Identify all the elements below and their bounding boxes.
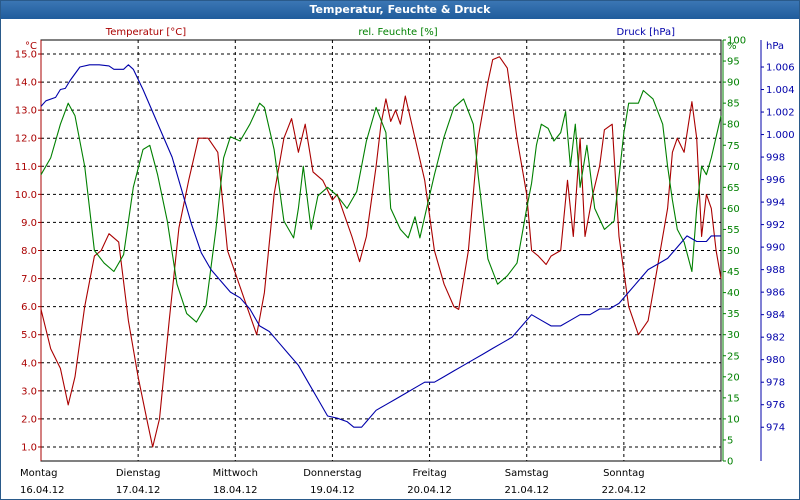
x-date-label: 18.04.12: [213, 485, 258, 496]
x-date-label: 16.04.12: [20, 485, 65, 496]
pressure-tick-label: 974: [766, 423, 785, 434]
pressure-tick-label: 1.004: [766, 85, 795, 96]
temperature-tick-label: 15.0: [15, 50, 37, 61]
x-day-label: Sonntag: [603, 468, 645, 479]
pressure-tick-label: 1.000: [766, 130, 795, 141]
pressure-tick-label: 992: [766, 220, 785, 231]
humidity-tick-label: 0: [727, 457, 733, 468]
temperature-tick-label: 2.0: [21, 414, 37, 425]
humidity-tick-label: 95: [727, 57, 740, 68]
humidity-tick-label: 20: [727, 372, 740, 383]
series-line-humidity: [40, 89, 722, 323]
pressure-tick-label: 982: [766, 333, 785, 344]
temperature-tick-label: 11.0: [15, 162, 37, 173]
temperature-tick-label: 8.0: [21, 246, 37, 257]
humidity-tick-label: 30: [727, 330, 740, 341]
humidity-tick-label: 85: [727, 99, 740, 110]
temperature-tick-label: 13.0: [15, 106, 37, 117]
humidity-tick-label: 10: [727, 414, 740, 425]
x-day-label: Dienstag: [116, 468, 161, 479]
x-day-label: Donnerstag: [303, 468, 361, 479]
humidity-tick-label: 100: [727, 36, 746, 47]
pressure-tick-label: 986: [766, 288, 785, 299]
pressure-tick-label: 978: [766, 378, 785, 389]
x-day-label: Samstag: [505, 468, 549, 479]
x-date-label: 20.04.12: [407, 485, 452, 496]
pressure-tick-label: 990: [766, 243, 785, 254]
series-line-temperature: [40, 56, 722, 448]
x-date-label: 17.04.12: [116, 485, 161, 496]
x-day-label: Freitag: [412, 468, 446, 479]
pressure-tick-label: 988: [766, 265, 785, 276]
humidity-tick-label: 55: [727, 225, 740, 236]
humidity-tick-label: 80: [727, 120, 740, 131]
x-day-label: Mittwoch: [213, 468, 258, 479]
x-day-label: Montag: [20, 468, 57, 479]
pressure-tick-label: 996: [766, 175, 785, 186]
pressure-tick-label: 980: [766, 355, 785, 366]
humidity-tick-label: 15: [727, 393, 740, 404]
x-date-label: 22.04.12: [602, 485, 647, 496]
temperature-tick-label: 4.0: [21, 358, 37, 369]
humidity-tick-label: 45: [727, 267, 740, 278]
humidity-tick-label: 25: [727, 351, 740, 362]
humidity-tick-label: 5: [727, 435, 733, 446]
temperature-tick-label: 9.0: [21, 218, 37, 229]
humidity-tick-label: 40: [727, 288, 740, 299]
pressure-tick-label: 994: [766, 198, 785, 209]
pressure-tick-label: 1.006: [766, 63, 795, 74]
temperature-tick-label: 6.0: [21, 302, 37, 313]
humidity-tick-label: 50: [727, 246, 740, 257]
temperature-tick-label: 1.0: [21, 442, 37, 453]
humidity-tick-label: 90: [727, 78, 740, 89]
window-title: Temperatur, Feuchte & Druck: [1, 1, 799, 19]
humidity-tick-label: 60: [727, 204, 740, 215]
temperature-unit-label: °C: [25, 41, 37, 52]
humidity-tick-label: 75: [727, 141, 740, 152]
temperature-tick-label: 3.0: [21, 386, 37, 397]
legend-humidity: rel. Feuchte [%]: [358, 27, 437, 38]
legend-pressure: Druck [hPa]: [617, 27, 676, 38]
temperature-tick-label: 12.0: [15, 134, 37, 145]
pressure-tick-label: 1.002: [766, 108, 795, 119]
pressure-unit-label: hPa: [766, 41, 784, 52]
pressure-tick-label: 976: [766, 400, 785, 411]
temperature-tick-label: 14.0: [15, 78, 37, 89]
humidity-tick-label: 65: [727, 183, 740, 194]
pressure-tick-label: 998: [766, 153, 785, 164]
temperature-tick-label: 10.0: [15, 190, 37, 201]
x-date-label: 21.04.12: [504, 485, 549, 496]
x-date-label: 19.04.12: [310, 485, 355, 496]
temperature-tick-label: 5.0: [21, 330, 37, 341]
humidity-tick-label: 70: [727, 162, 740, 173]
humidity-tick-label: 35: [727, 309, 740, 320]
temperature-tick-label: 7.0: [21, 274, 37, 285]
pressure-tick-label: 984: [766, 310, 785, 321]
series-line-pressure: [40, 64, 721, 428]
humidity-unit-label: %: [727, 41, 737, 52]
legend-temperature: Temperatur [°C]: [105, 27, 186, 38]
